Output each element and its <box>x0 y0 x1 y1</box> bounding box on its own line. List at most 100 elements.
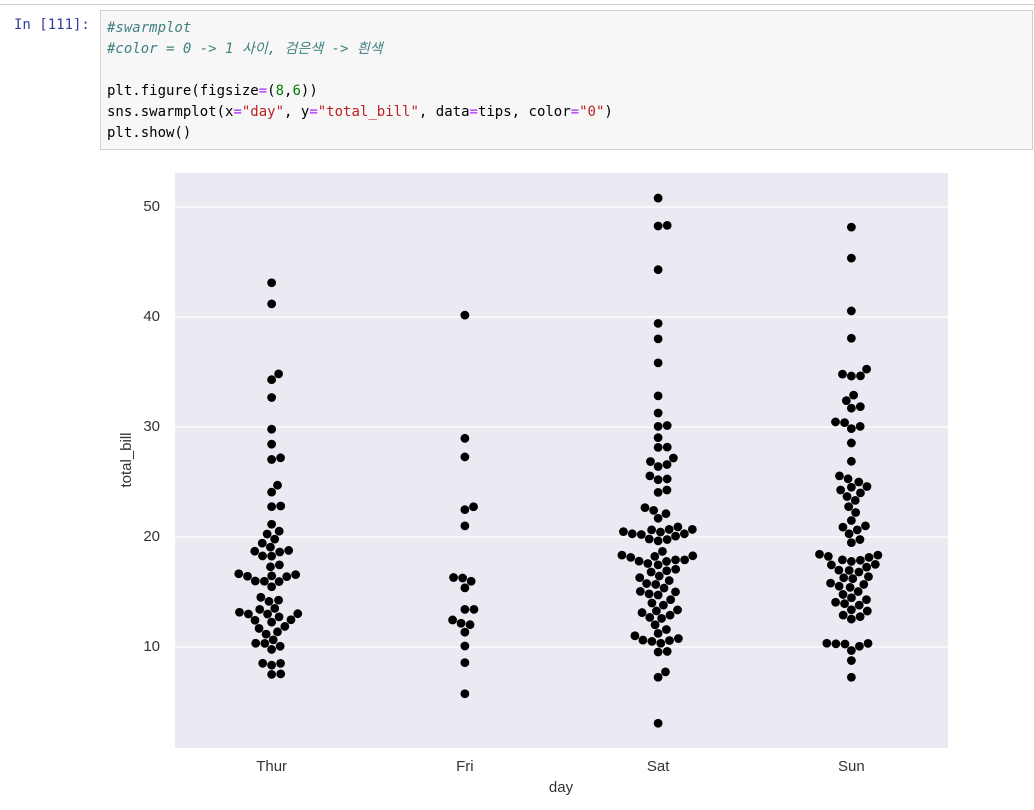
code-string: "day" <box>241 104 285 120</box>
swarm-point <box>854 600 864 610</box>
swarm-point <box>846 403 856 413</box>
y-axis-label: total_bill <box>118 432 135 487</box>
swarm-point <box>862 482 872 491</box>
swarm-point <box>658 600 668 610</box>
swarm-point <box>267 617 277 627</box>
swarm-point <box>644 534 654 544</box>
swarm-point <box>653 672 663 682</box>
swarm-point <box>854 567 864 577</box>
swarm-point <box>666 595 676 605</box>
swarm-point <box>291 570 301 580</box>
swarm-point <box>460 310 470 320</box>
swarm-point <box>460 641 470 651</box>
swarm-point <box>846 482 856 492</box>
x-tick-label: Fri <box>456 758 474 775</box>
swarm-point <box>251 638 261 648</box>
swarm-point <box>234 569 244 579</box>
code-cell[interactable]: #swarmplot #color = 0 -> 1 사이, 검은색 -> 흰색… <box>100 10 1033 150</box>
cell-border <box>0 4 1034 5</box>
swarm-point <box>267 375 277 385</box>
swarm-point <box>855 421 865 431</box>
swarm-point <box>449 573 458 582</box>
swarm-point <box>843 474 853 484</box>
swarm-point <box>267 455 277 464</box>
swarm-point <box>653 560 663 570</box>
swarm-point <box>836 485 846 495</box>
swarm-point <box>662 442 672 452</box>
swarm-point <box>653 513 663 523</box>
swarm-point <box>267 670 277 679</box>
swarm-point <box>840 418 849 428</box>
swarm-point <box>653 487 663 497</box>
swarm-point <box>267 393 277 402</box>
swarm-point <box>644 589 654 599</box>
swarm-point <box>853 587 863 596</box>
swarm-point <box>448 615 457 625</box>
swarm-point <box>280 622 290 631</box>
swarm-point <box>267 439 277 449</box>
swarm-point <box>662 474 672 484</box>
swarm-point <box>662 485 672 495</box>
swarm-point <box>456 618 466 628</box>
code-line: plt.show() <box>107 125 192 141</box>
swarm-point <box>838 369 847 379</box>
swarm-point <box>653 358 663 368</box>
swarm-point <box>250 615 260 625</box>
cell-prompt: In [111]: <box>14 17 90 33</box>
swarm-point <box>460 689 470 699</box>
swarm-point <box>643 559 653 568</box>
swarm-point <box>460 658 470 668</box>
swarm-point <box>665 610 675 620</box>
code-line: #swarmplot <box>107 20 192 36</box>
swarm-point <box>840 599 849 609</box>
swarm-point <box>844 565 854 575</box>
swarm-point <box>266 562 275 572</box>
swarm-point <box>653 647 663 657</box>
x-tick-label: Thur <box>256 758 287 775</box>
swarm-point <box>861 521 870 531</box>
swarm-point <box>846 646 856 655</box>
swarm-point <box>839 573 849 583</box>
swarm-point <box>859 580 869 589</box>
swarm-point <box>664 525 674 534</box>
swarm-point <box>846 656 856 665</box>
swarm-point <box>267 571 277 581</box>
swarm-point <box>267 424 277 434</box>
code-string: "total_bill" <box>317 104 419 120</box>
swarm-point <box>838 555 847 565</box>
swarm-point <box>284 546 294 555</box>
swarm-point <box>250 576 260 586</box>
swarm-point <box>845 582 855 592</box>
code-operator: = <box>570 104 580 120</box>
swarm-point <box>653 334 663 344</box>
swarm-point <box>862 606 872 616</box>
x-tick-label: Sun <box>838 758 865 775</box>
swarm-point <box>673 634 683 643</box>
swarm-point <box>847 593 856 603</box>
swarm-point <box>638 635 648 645</box>
swarm-point <box>673 605 682 615</box>
plot-area <box>175 173 948 748</box>
swarm-point <box>270 604 280 613</box>
swarm-point <box>250 546 260 556</box>
swarm-point <box>273 627 282 637</box>
swarm-point <box>679 529 689 539</box>
swarm-point <box>262 529 272 539</box>
swarm-point <box>862 562 872 572</box>
swarm-point <box>838 522 848 532</box>
swarm-point <box>831 417 840 427</box>
swarm-point <box>864 552 874 562</box>
swarm-point <box>647 598 657 608</box>
swarm-point <box>650 551 660 561</box>
swarm-point <box>460 604 470 614</box>
swarm-point <box>846 672 856 682</box>
swarm-point <box>653 433 663 443</box>
swarm-point <box>864 572 873 582</box>
swarm-point <box>671 564 681 574</box>
swarm-point <box>267 519 277 529</box>
swarm-point <box>256 592 266 602</box>
swarm-point <box>268 635 278 645</box>
swarm-point <box>261 629 271 639</box>
swarm-point <box>846 538 856 548</box>
swarm-point <box>662 647 672 656</box>
